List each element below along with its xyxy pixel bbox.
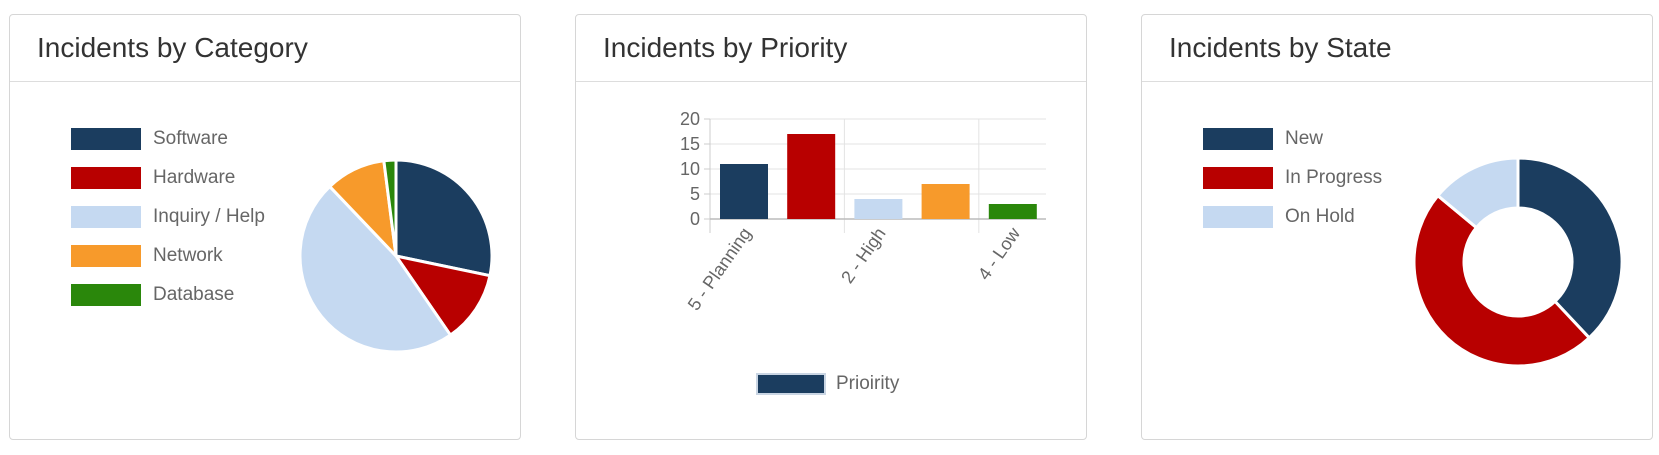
category-legend-item-software[interactable]: Software <box>71 119 265 158</box>
category-panel: Incidents by Category Software Hardware In… <box>9 14 521 440</box>
priority-panel: Incidents by Priority 0 5 10 15 20 5 - Planni… <box>575 14 1087 440</box>
category-pie-slice-inquiry-help[interactable] <box>298 184 453 354</box>
category-legend-swatch <box>71 166 141 189</box>
category-legend-label: Hardware <box>153 166 236 188</box>
category-legend-swatch <box>71 283 141 306</box>
priority-y-tick-label: 5 <box>690 184 700 204</box>
priority-bar-chart: 0 5 10 15 20 5 - Planning 2 - High 4 - Low <box>680 109 1046 314</box>
state-legend-swatch <box>1203 205 1273 228</box>
state-legend-swatch <box>1203 127 1273 150</box>
state-donut-slice-new[interactable] <box>1516 156 1624 340</box>
category-legend-label: Network <box>153 244 223 266</box>
priority-legend[interactable]: Prioirity <box>756 373 899 395</box>
category-pie-slice-software[interactable] <box>394 158 494 278</box>
state-donut-chart <box>1412 156 1624 368</box>
category-legend-item-network[interactable]: Network <box>71 236 265 275</box>
priority-x-tick-label: 2 - High <box>837 224 890 287</box>
priority-y-tick-label: 10 <box>680 159 700 179</box>
category-panel-header: Incidents by Category <box>10 15 520 82</box>
category-legend-label: Database <box>153 283 235 305</box>
category-legend-item-database[interactable]: Database <box>71 275 265 314</box>
priority-panel-body: 0 5 10 15 20 5 - Planning 2 - High 4 - Low Prio… <box>576 82 1086 439</box>
priority-bar-4-low[interactable] <box>988 204 1037 219</box>
category-legend-swatch <box>71 244 141 267</box>
state-legend-item-in-progress[interactable]: In Progress <box>1203 158 1382 197</box>
priority-x-tick-label: 5 - Planning <box>684 224 755 314</box>
state-panel: Incidents by State New In Progress On Hold <box>1141 14 1653 440</box>
priority-y-tick-label: 15 <box>680 134 700 154</box>
category-pie-chart <box>298 158 494 354</box>
state-legend-item-new[interactable]: New <box>1203 119 1382 158</box>
category-legend-swatch <box>71 127 141 150</box>
priority-x-tick-label: 4 - Low <box>974 223 1025 284</box>
category-panel-body: Software Hardware Inquiry / Help Network Dat… <box>10 82 520 439</box>
category-panel-title: Incidents by Category <box>37 32 308 63</box>
priority-legend-label: Prioirity <box>836 373 900 394</box>
state-legend-item-on-hold[interactable]: On Hold <box>1203 197 1382 236</box>
priority-bar-1-critical[interactable] <box>787 134 836 219</box>
state-panel-body: New In Progress On Hold <box>1142 82 1652 439</box>
priority-bar-3-moderate[interactable] <box>921 184 970 219</box>
state-legend: New In Progress On Hold <box>1203 119 1382 236</box>
category-legend-item-inquiry-help[interactable]: Inquiry / Help <box>71 197 265 236</box>
state-legend-label: On Hold <box>1285 205 1355 227</box>
state-panel-header: Incidents by State <box>1142 15 1652 82</box>
state-legend-swatch <box>1203 166 1273 189</box>
priority-panel-header: Incidents by Priority <box>576 15 1086 82</box>
category-legend-label: Inquiry / Help <box>153 205 265 227</box>
state-panel-title: Incidents by State <box>1169 32 1392 63</box>
category-legend-item-hardware[interactable]: Hardware <box>71 158 265 197</box>
state-donut-slice-on-hold[interactable] <box>1435 156 1520 230</box>
priority-legend-swatch <box>756 373 826 395</box>
category-legend-swatch <box>71 205 141 228</box>
priority-bar-5-planning[interactable] <box>720 164 768 219</box>
category-legend: Software Hardware Inquiry / Help Network Dat… <box>71 119 265 314</box>
priority-panel-title: Incidents by Priority <box>603 32 848 63</box>
state-donut-slice-in-progress[interactable] <box>1412 193 1592 368</box>
priority-y-tick-label: 0 <box>690 209 700 229</box>
priority-bar-2-high[interactable] <box>854 199 903 219</box>
category-pie-slice-database[interactable] <box>382 158 398 257</box>
state-legend-label: New <box>1285 127 1324 149</box>
state-legend-label: In Progress <box>1285 166 1383 188</box>
category-legend-label: Software <box>153 127 228 149</box>
priority-y-tick-label: 20 <box>680 109 700 129</box>
